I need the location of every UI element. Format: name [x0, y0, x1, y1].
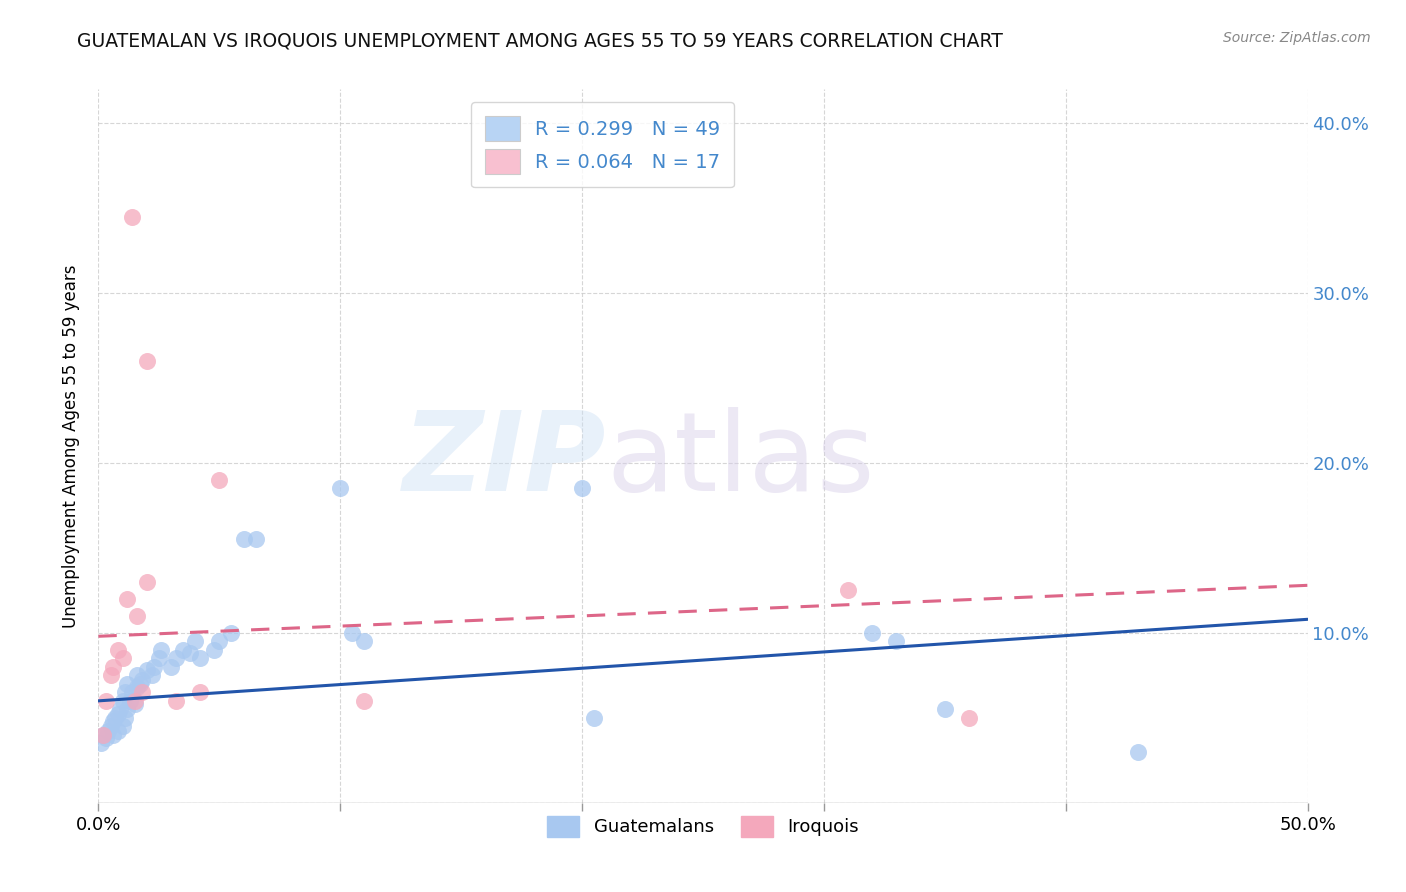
Point: [837, 583, 859, 598]
Point: [111, 719, 134, 733]
Point: [124, 694, 146, 708]
Point: [135, 574, 157, 589]
Point: [135, 354, 157, 368]
Point: [957, 711, 980, 725]
Point: [204, 643, 226, 657]
Point: [131, 673, 153, 688]
Point: [118, 694, 141, 708]
Point: [90, 736, 112, 750]
Point: [107, 724, 129, 739]
Point: [188, 651, 211, 665]
Point: [160, 660, 183, 674]
Point: [117, 677, 139, 691]
Point: [94, 694, 117, 708]
Point: [860, 626, 883, 640]
Point: [165, 651, 187, 665]
Point: [121, 685, 143, 699]
Point: [127, 680, 149, 694]
Text: Source: ZipAtlas.com: Source: ZipAtlas.com: [1223, 31, 1371, 45]
Point: [571, 482, 593, 496]
Point: [886, 634, 908, 648]
Point: [111, 694, 134, 708]
Point: [329, 482, 352, 496]
Point: [107, 643, 129, 657]
Point: [148, 651, 170, 665]
Point: [101, 728, 124, 742]
Point: [353, 634, 375, 648]
Point: [91, 728, 114, 742]
Point: [1128, 745, 1150, 759]
Point: [934, 702, 956, 716]
Point: [127, 608, 149, 623]
Point: [135, 663, 157, 677]
Point: [104, 711, 127, 725]
Point: [101, 714, 124, 729]
Point: [100, 668, 122, 682]
Point: [107, 707, 129, 722]
Point: [111, 651, 134, 665]
Point: [184, 634, 207, 648]
Point: [94, 731, 117, 746]
Point: [221, 626, 243, 640]
Point: [131, 685, 153, 699]
Point: [121, 210, 143, 224]
Point: [114, 685, 136, 699]
Text: GUATEMALAN VS IROQUOIS UNEMPLOYMENT AMONG AGES 55 TO 59 YEARS CORRELATION CHART: GUATEMALAN VS IROQUOIS UNEMPLOYMENT AMON…: [77, 31, 1004, 50]
Point: [150, 643, 173, 657]
Point: [124, 698, 146, 712]
Point: [583, 711, 606, 725]
Point: [128, 677, 150, 691]
Point: [232, 533, 254, 547]
Point: [188, 685, 211, 699]
Point: [342, 626, 364, 640]
Text: ZIP: ZIP: [402, 407, 606, 514]
Point: [114, 711, 136, 725]
Point: [101, 660, 124, 674]
Point: [208, 634, 231, 648]
Point: [127, 668, 149, 682]
Point: [172, 643, 194, 657]
Point: [91, 728, 114, 742]
Point: [179, 646, 201, 660]
Point: [245, 533, 267, 547]
Point: [143, 660, 166, 674]
Point: [117, 591, 139, 606]
Y-axis label: Unemployment Among Ages 55 to 59 years: Unemployment Among Ages 55 to 59 years: [62, 264, 80, 628]
Point: [141, 668, 163, 682]
Point: [100, 719, 122, 733]
Point: [165, 694, 187, 708]
Point: [208, 473, 231, 487]
Point: [108, 702, 131, 716]
Point: [97, 724, 120, 739]
Text: atlas: atlas: [606, 407, 875, 514]
Point: [117, 702, 139, 716]
Legend: Guatemalans, Iroquois: Guatemalans, Iroquois: [540, 808, 866, 844]
Point: [353, 694, 375, 708]
